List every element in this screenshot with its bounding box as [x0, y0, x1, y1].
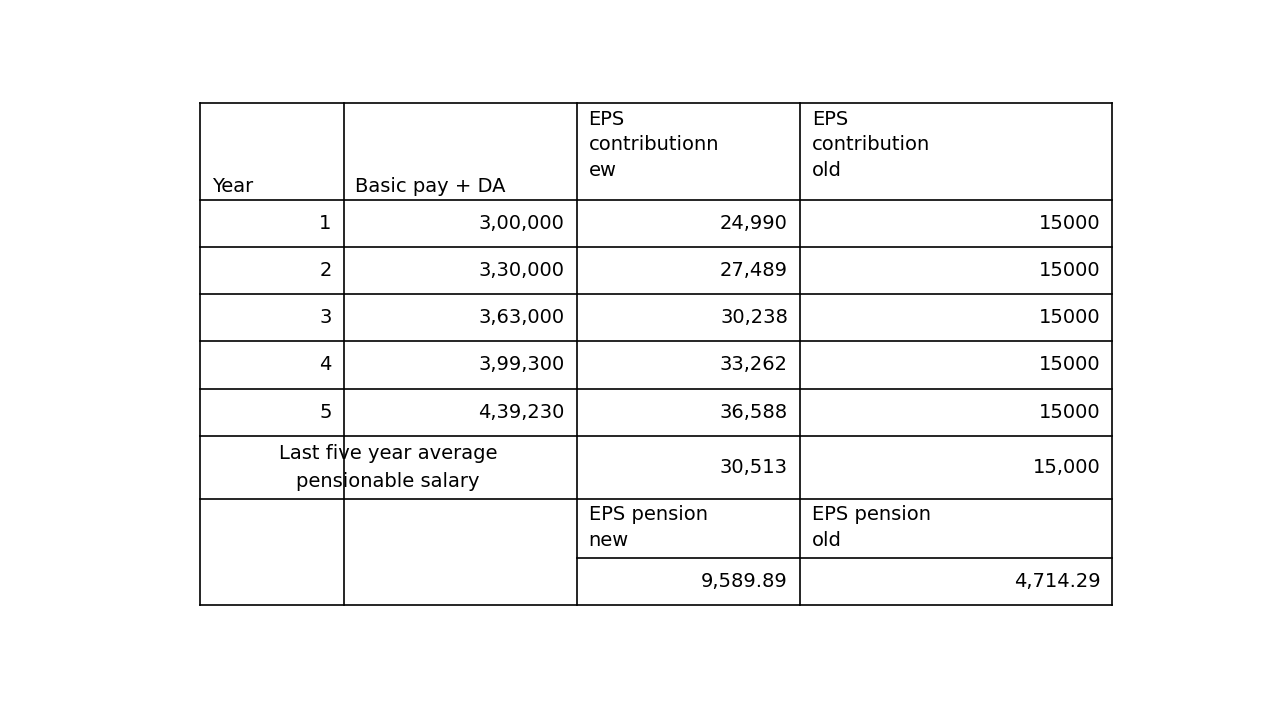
- Text: 15,000: 15,000: [1033, 458, 1101, 477]
- Text: 15000: 15000: [1039, 261, 1101, 280]
- Text: EPS
contributionn
ew: EPS contributionn ew: [589, 109, 719, 180]
- Text: 24,990: 24,990: [721, 214, 788, 233]
- Text: 4,39,230: 4,39,230: [479, 402, 564, 422]
- Text: 33,262: 33,262: [719, 356, 788, 374]
- Text: Basic pay + DA: Basic pay + DA: [356, 176, 506, 196]
- Text: 5: 5: [319, 402, 332, 422]
- Text: 3,30,000: 3,30,000: [479, 261, 564, 280]
- Text: 9,589.89: 9,589.89: [701, 572, 788, 590]
- Text: 3,63,000: 3,63,000: [479, 308, 564, 328]
- Text: EPS pension
old: EPS pension old: [812, 505, 931, 550]
- Text: 27,489: 27,489: [719, 261, 788, 280]
- Text: 36,588: 36,588: [719, 402, 788, 422]
- Text: 15000: 15000: [1039, 214, 1101, 233]
- Text: EPS
contribution
old: EPS contribution old: [812, 109, 931, 180]
- Text: 30,238: 30,238: [721, 308, 788, 328]
- Text: 15000: 15000: [1039, 308, 1101, 328]
- Text: 30,513: 30,513: [719, 458, 788, 477]
- Text: 3: 3: [319, 308, 332, 328]
- Text: 3,00,000: 3,00,000: [479, 214, 564, 233]
- Text: Last five year average
pensionable salary: Last five year average pensionable salar…: [279, 444, 498, 490]
- Text: 15000: 15000: [1039, 356, 1101, 374]
- Text: Year: Year: [211, 176, 253, 196]
- Text: EPS pension
new: EPS pension new: [589, 505, 708, 550]
- Text: 1: 1: [319, 214, 332, 233]
- Text: 4,714.29: 4,714.29: [1014, 572, 1101, 590]
- Text: 3,99,300: 3,99,300: [479, 356, 564, 374]
- Text: 15000: 15000: [1039, 402, 1101, 422]
- Text: 4: 4: [319, 356, 332, 374]
- Text: 2: 2: [319, 261, 332, 280]
